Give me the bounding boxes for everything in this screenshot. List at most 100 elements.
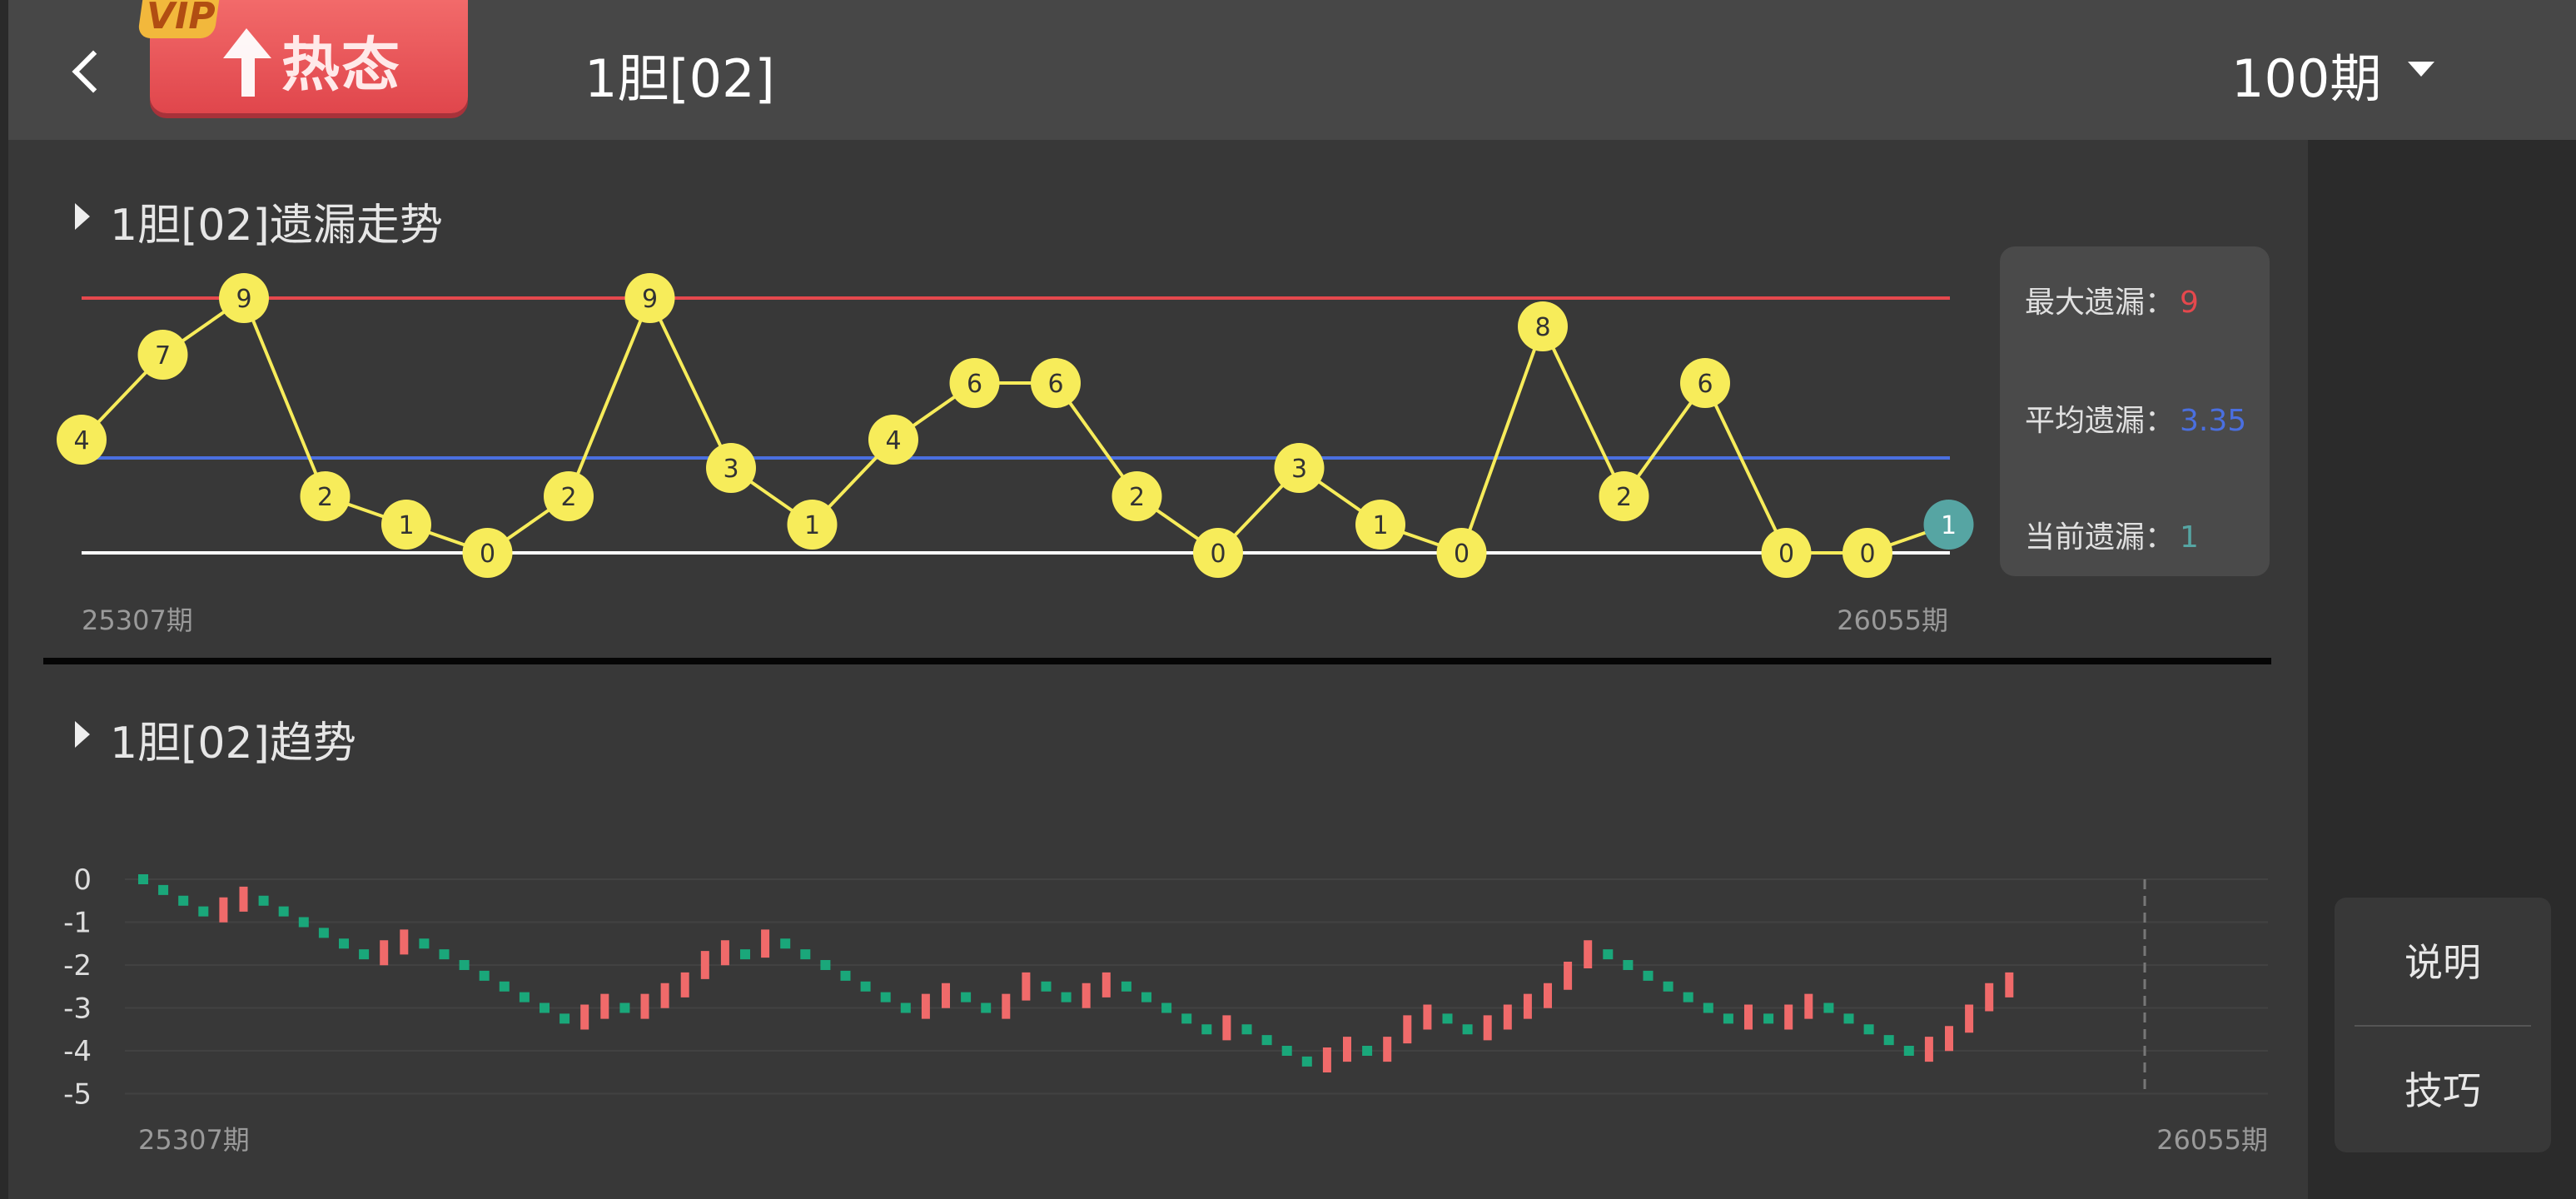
stats-box	[2000, 246, 2270, 576]
stat-max-value: 9	[2180, 286, 2199, 320]
omission-node	[868, 415, 918, 465]
trend-step-dot	[278, 906, 289, 917]
trend-up-bar	[1945, 1026, 1953, 1052]
trend-marks	[138, 874, 2014, 1072]
hot-label: 热态	[281, 31, 401, 99]
trend-up-bar	[1102, 972, 1111, 998]
trend-up-bar	[1924, 1037, 1933, 1062]
trend-up-bar	[700, 951, 709, 979]
stat-current-label: 当前遗漏：	[2025, 520, 2176, 555]
omission-node	[137, 330, 188, 380]
trend-up-bar	[1804, 993, 1813, 1019]
trend-up-bar	[761, 929, 770, 958]
omission-node-label: 3	[1291, 455, 1307, 484]
trend-y-tick: -3	[63, 993, 92, 1026]
collapse-arrow-icon[interactable]	[75, 203, 90, 230]
trend-up-bar	[1002, 993, 1011, 1019]
trend-step-dot	[1141, 992, 1151, 1002]
trend-y-tick: -2	[63, 949, 92, 983]
stat-max-label: 最大遗漏：	[2025, 286, 2176, 320]
trend-up-bar	[1222, 1015, 1231, 1041]
trend-up-bar	[1564, 962, 1573, 990]
trend-step-dot	[479, 970, 490, 981]
trend-up-bar	[380, 940, 389, 966]
omission-node	[381, 500, 431, 550]
trend-step-dot	[1623, 960, 1634, 970]
trend-step-dot	[619, 1002, 630, 1013]
trend-up-bar	[1483, 1015, 1492, 1041]
omission-node	[949, 358, 1000, 408]
omission-node-label: 6	[1047, 370, 1063, 399]
omission-node-label: 6	[967, 370, 982, 399]
trend-section-title: 1胆[02]趋势	[110, 719, 356, 769]
omission-node-label: 0	[1859, 540, 1875, 569]
trend-up-bar	[239, 886, 248, 912]
trend-up-bar	[680, 972, 689, 998]
omission-node	[544, 471, 594, 521]
page-title: 1胆[02]	[584, 48, 775, 109]
omission-node-label: 6	[1697, 370, 1713, 399]
trend-up-bar	[720, 940, 729, 966]
trend-y-tick: -1	[63, 907, 92, 940]
trend-up-bar	[1503, 1004, 1512, 1030]
trend-step-dot	[1863, 1024, 1874, 1035]
omission-node	[1842, 528, 1892, 578]
trend-up-bar	[1584, 940, 1593, 968]
stat-current: 当前遗漏： 1	[2025, 513, 2199, 556]
trend-step-dot	[1181, 1013, 1192, 1024]
omission-node-label: 4	[885, 426, 901, 455]
trend-up-bar	[1423, 1004, 1432, 1030]
trend-step-dot	[1643, 970, 1654, 981]
omission-node-label: 2	[1129, 483, 1145, 512]
omission-node-label: 1	[398, 511, 414, 540]
trend-step-dot	[459, 960, 470, 970]
trend-step-dot	[1823, 1002, 1834, 1013]
tips-button[interactable]: 技巧	[2404, 1068, 2481, 1113]
trend-step-dot	[158, 884, 169, 895]
omission-node	[706, 443, 756, 493]
trend-step-dot	[258, 895, 269, 906]
trend-step-dot	[359, 949, 370, 960]
collapse-arrow-icon[interactable]	[75, 721, 90, 748]
trend-grid	[125, 878, 2268, 1095]
omission-node-label: 2	[317, 483, 333, 512]
trend-step-dot	[1301, 1056, 1312, 1067]
trend-step-dot	[439, 949, 450, 960]
trend-y-tick: 0	[73, 863, 92, 897]
trend-up-bar	[1403, 1015, 1412, 1044]
omission-node	[1436, 528, 1487, 578]
trend-step-dot	[880, 992, 891, 1002]
trend-step-dot	[540, 1002, 550, 1013]
omission-node	[1355, 500, 1405, 550]
trend-step-dot	[860, 981, 871, 992]
trend-step-dot	[198, 906, 209, 917]
trend-up-bar	[219, 897, 228, 923]
omission-node	[1761, 528, 1812, 578]
trend-step-dot	[1121, 981, 1131, 992]
omission-node	[1680, 358, 1730, 408]
omission-section-title: 1胆[02]遗漏走势	[110, 201, 443, 251]
trend-up-bar	[1985, 983, 1994, 1012]
trend-step-dot	[1442, 1013, 1453, 1024]
trend-step-dot	[1261, 1035, 1272, 1046]
trend-up-bar	[580, 1004, 589, 1030]
omission-chart: 4 7 9 2 1 0 2 9 3 1 4 6 6 2 0 3 1 0 8 2 6 0 0 1 25307期 26055期	[57, 273, 1974, 636]
omission-node-label: 8	[1534, 313, 1550, 342]
omission-node	[1599, 471, 1649, 521]
trend-up-bar	[1322, 1047, 1331, 1072]
omission-node	[1518, 301, 1568, 351]
explain-button[interactable]: 说明	[2404, 940, 2481, 985]
content-area	[8, 140, 2308, 1199]
omission-node-label: 3	[723, 455, 738, 484]
omission-node	[787, 500, 838, 550]
trend-up-bar	[1343, 1037, 1351, 1062]
trend-step-dot	[900, 1002, 911, 1013]
omission-node	[1111, 471, 1162, 521]
trend-step-dot	[1241, 1024, 1252, 1035]
trend-step-dot	[1843, 1013, 1854, 1024]
trend-up-bar	[1383, 1037, 1392, 1062]
trend-up-bar	[640, 993, 649, 1019]
caret-down-icon[interactable]	[2408, 62, 2434, 77]
omission-node-current	[1923, 500, 1974, 550]
